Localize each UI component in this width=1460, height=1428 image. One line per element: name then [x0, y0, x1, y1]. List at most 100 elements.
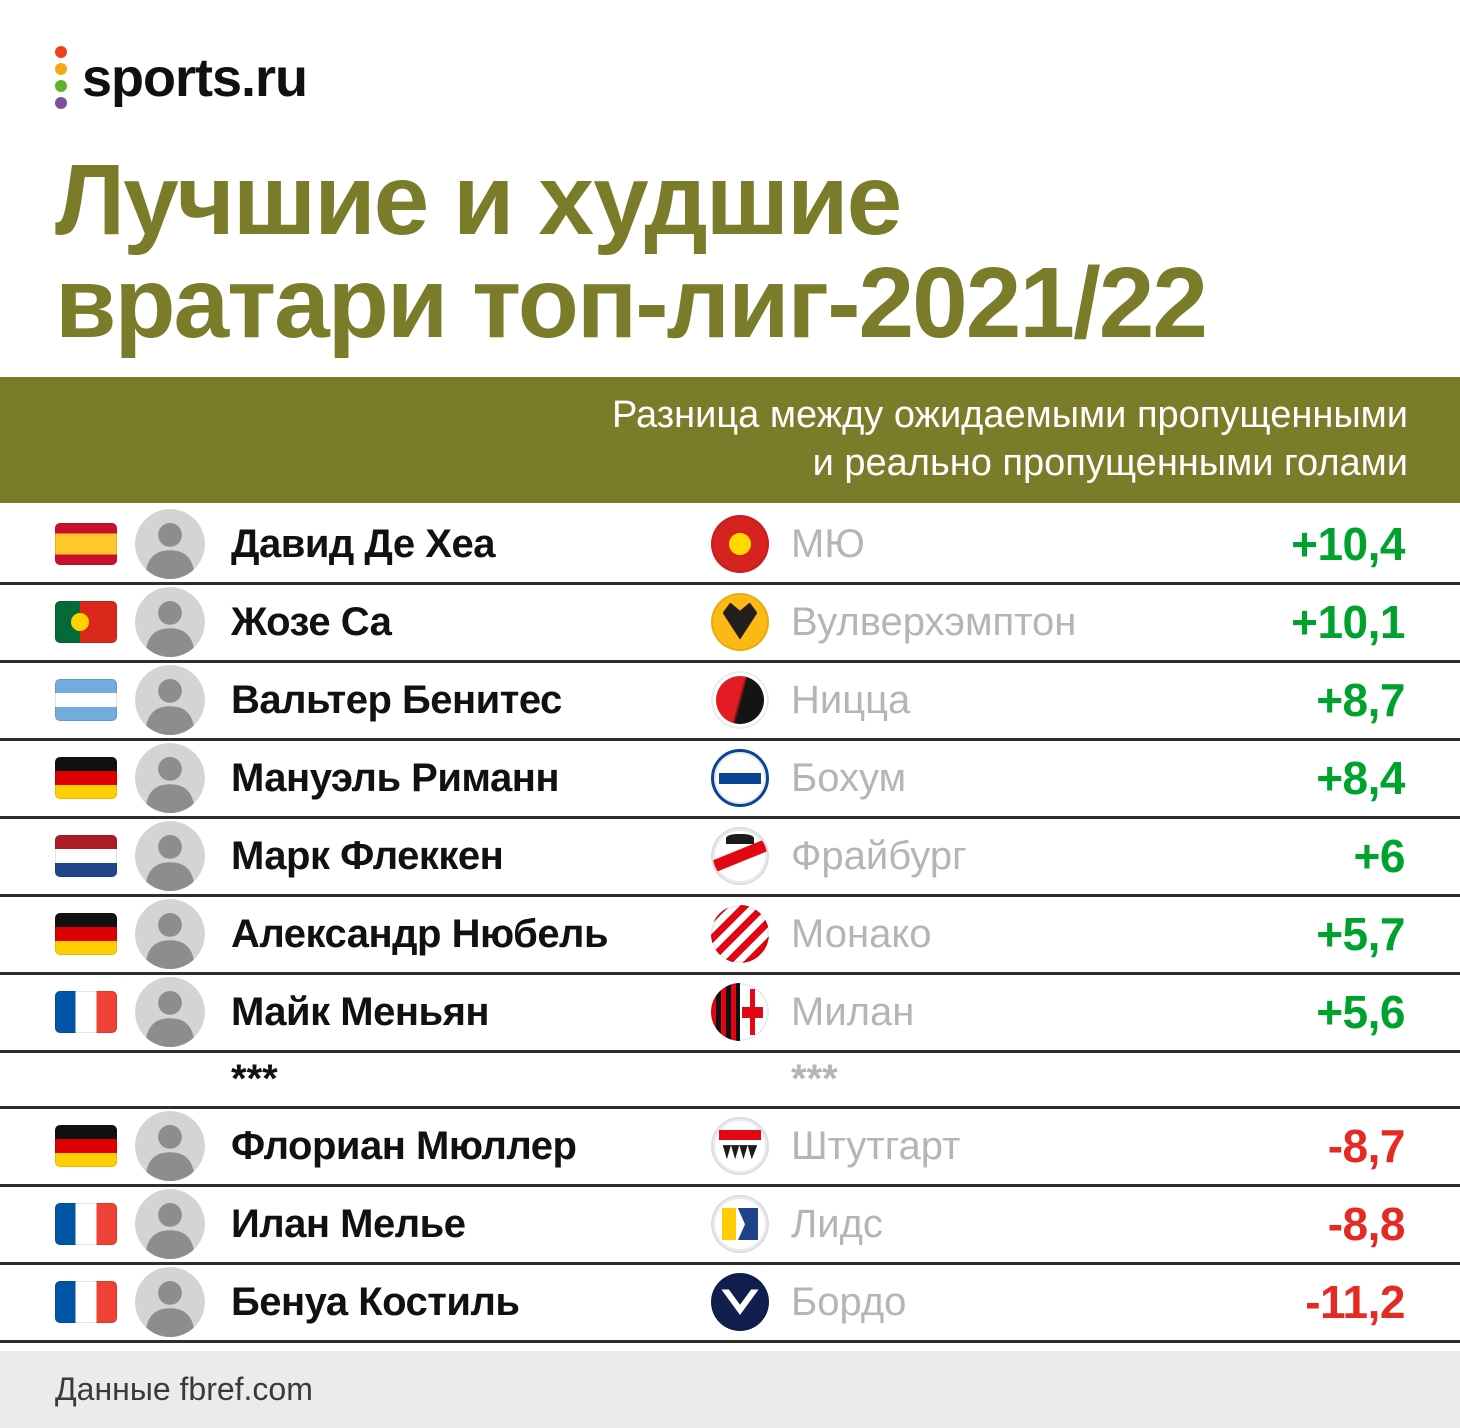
crest-cell — [711, 1195, 791, 1254]
player-name: Флориан Мюллер — [231, 1123, 577, 1168]
wolverhampton-crest-icon — [711, 593, 769, 652]
monaco-crest-icon — [711, 905, 769, 964]
player-photo — [135, 977, 205, 1048]
spain-flag-icon — [55, 523, 117, 566]
player-name: Илан Мелье — [231, 1201, 466, 1246]
club-name: Фрайбург — [791, 833, 967, 878]
value-diff: +5,7 — [1316, 908, 1405, 961]
crest-cell — [711, 515, 791, 574]
flag-cell — [55, 1203, 135, 1246]
photo-cell — [135, 1189, 231, 1260]
argentina-flag-icon — [55, 679, 117, 722]
germany-flag-icon — [55, 913, 117, 956]
player-photo — [135, 665, 205, 736]
player-photo — [135, 1189, 205, 1260]
player-name: Майк Меньян — [231, 989, 490, 1034]
crest-cell — [711, 1117, 791, 1176]
player-name: Вальтер Бенитес — [231, 677, 562, 722]
table-row: Мануэль Риманн Бохум +8,4 — [0, 741, 1460, 819]
title-line-2: вратари топ-лиг-2021/22 — [55, 247, 1208, 359]
leeds-crest-icon — [711, 1195, 769, 1254]
flag-cell — [55, 523, 135, 566]
player-name: Жозе Са — [231, 599, 392, 644]
crest-cell — [711, 749, 791, 808]
club-name: Штутгарт — [791, 1123, 961, 1168]
logo-dot — [55, 63, 67, 75]
player-name: Мануэль Риманн — [231, 755, 560, 800]
photo-cell — [135, 1267, 231, 1338]
photo-cell — [135, 743, 231, 814]
value-diff: +6 — [1353, 830, 1406, 883]
netherlands-flag-icon — [55, 835, 117, 878]
photo-cell — [135, 821, 231, 892]
table-row: Жозе Са Вулверхэмптон +10,1 — [0, 585, 1460, 663]
germany-flag-icon — [55, 757, 117, 800]
page-title: Лучшие и худшие вратари топ-лиг-2021/22 — [55, 149, 1405, 355]
club-name: МЮ — [791, 521, 865, 566]
player-name: Марк Флеккен — [231, 833, 504, 878]
table-row: Александр Нюбель Монако +5,7 — [0, 897, 1460, 975]
separator-row: *** *** — [0, 1053, 1460, 1109]
player-name: Александр Нюбель — [231, 911, 609, 956]
logo-dot — [55, 80, 67, 92]
player-name: Бенуа Костиль — [231, 1279, 520, 1324]
germany-flag-icon — [55, 1125, 117, 1168]
table-row: Давид Де Хеа МЮ +10,4 — [0, 507, 1460, 585]
value-diff: -8,8 — [1327, 1198, 1406, 1251]
value-diff: -8,7 — [1327, 1120, 1406, 1173]
photo-cell — [135, 509, 231, 580]
player-photo — [135, 743, 205, 814]
portugal-flag-icon — [55, 601, 117, 644]
table-row: Бенуа Костиль Бордо -11,2 — [0, 1265, 1460, 1343]
photo-cell — [135, 587, 231, 658]
logo-dot — [55, 97, 67, 109]
milan-crest-icon — [711, 983, 769, 1042]
club-name: Милан — [791, 989, 915, 1034]
france-flag-icon — [55, 1203, 117, 1246]
club-name: Бордо — [791, 1279, 907, 1324]
table-row: Майк Меньян Милан +5,6 — [0, 975, 1460, 1053]
table-row: Марк Флеккен Фрайбург +6 — [0, 819, 1460, 897]
nice-crest-icon — [711, 671, 769, 730]
club-name: Вулверхэмптон — [791, 599, 1077, 644]
data-source-label: Данные fbref.com — [55, 1370, 313, 1407]
table-row: Илан Мелье Лидс -8,8 — [0, 1187, 1460, 1265]
crest-cell — [711, 671, 791, 730]
manchester-united-crest-icon — [711, 515, 769, 574]
bordeaux-crest-icon — [711, 1273, 769, 1332]
club-name: Бохум — [791, 755, 907, 800]
crest-cell — [711, 593, 791, 652]
player-photo — [135, 1111, 205, 1182]
crest-cell — [711, 905, 791, 964]
crest-cell — [711, 827, 791, 886]
france-flag-icon — [55, 1281, 117, 1324]
value-diff: +10,1 — [1291, 596, 1405, 649]
photo-cell — [135, 1111, 231, 1182]
photo-cell — [135, 977, 231, 1048]
photo-cell — [135, 665, 231, 736]
title-line-1: Лучшие и худшие — [55, 144, 902, 256]
player-photo — [135, 509, 205, 580]
flag-cell — [55, 1125, 135, 1168]
freiburg-crest-icon — [711, 827, 769, 886]
player-photo — [135, 587, 205, 658]
flag-cell — [55, 991, 135, 1034]
photo-cell — [135, 899, 231, 970]
club-name: Монако — [791, 911, 932, 956]
france-flag-icon — [55, 991, 117, 1034]
crest-cell — [711, 1273, 791, 1332]
footer: Данные fbref.com — [0, 1350, 1460, 1428]
value-diff: -11,2 — [1305, 1276, 1405, 1329]
crest-cell — [711, 983, 791, 1042]
club-name: Ницца — [791, 677, 911, 722]
separator-left: *** — [231, 1056, 278, 1101]
player-photo — [135, 899, 205, 970]
player-name: Давид Де Хеа — [231, 521, 495, 566]
value-diff: +10,4 — [1291, 518, 1405, 571]
stuttgart-crest-icon — [711, 1117, 769, 1176]
value-diff: +8,7 — [1316, 674, 1405, 727]
subtitle-line-2: и реально пропущенными голами — [812, 441, 1408, 484]
value-diff: +5,6 — [1316, 986, 1405, 1039]
club-name: Лидс — [791, 1201, 883, 1246]
